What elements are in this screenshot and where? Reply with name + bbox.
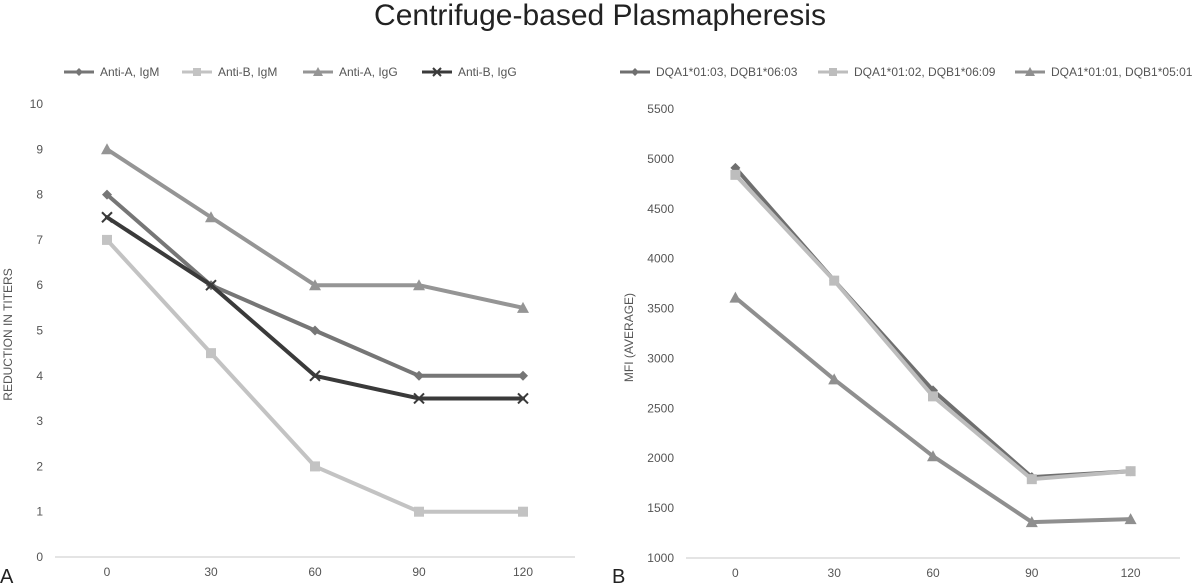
- x-tick-label: 30: [828, 566, 842, 580]
- legend-marker: [1025, 67, 1035, 76]
- x-tick-label: 90: [1025, 566, 1039, 580]
- legend-marker: [75, 68, 83, 76]
- y-tick-label: 5000: [647, 152, 674, 166]
- data-point: [309, 279, 321, 291]
- legend-marker: [193, 68, 201, 76]
- panel-label: A: [0, 566, 14, 585]
- legend-label: Anti-A, IgG: [339, 65, 398, 79]
- chart-a: 0 1 2 3 4 5 6 7 8 9 10 0 30 60 90 120 REDUCTION IN TITER…: [0, 65, 575, 585]
- series-line: [733, 165, 1133, 480]
- legend-marker: [631, 68, 639, 76]
- y-tick-label: 1000: [647, 551, 674, 565]
- legend-item: DQA1*01:03, DQB1*06:03: [620, 65, 798, 79]
- y-tick-label: 7: [36, 233, 43, 247]
- legend-item: Anti-A, IgM: [64, 65, 159, 79]
- data-point: [414, 506, 424, 517]
- data-point: [310, 325, 320, 336]
- legend-label: Anti-B, IgM: [218, 65, 277, 79]
- data-point: [101, 143, 113, 155]
- legend-marker: [432, 67, 442, 77]
- legend-label: DQA1*01:01, DQB1*05:01: [1051, 65, 1193, 79]
- series-1: [730, 162, 1136, 483]
- data-point: [205, 211, 217, 223]
- x-tick-label: 0: [732, 566, 739, 580]
- panel-label: B: [612, 566, 625, 585]
- series-3: [101, 143, 529, 313]
- data-point: [829, 275, 840, 286]
- chart-b: 1000 1500 2000 2500 3000 3500 4000 4500 5000 5500…: [612, 65, 1193, 585]
- y-tick-label: 1: [36, 505, 43, 519]
- legend-item: Anti-B, IgG: [422, 65, 517, 79]
- series-line: [733, 295, 1133, 525]
- legend-label: DQA1*01:03, DQB1*06:03: [656, 65, 798, 79]
- x-tick-label: 90: [412, 565, 426, 579]
- chart-title: Centrifuge-based Plasmapheresis: [374, 0, 826, 32]
- legend-marker: [313, 67, 323, 76]
- x-tick-label: 0: [104, 565, 111, 579]
- x-tick-label: 120: [1121, 566, 1141, 580]
- x-tick-label: 60: [308, 565, 322, 579]
- y-tick-label: 4: [36, 369, 43, 383]
- series-2: [730, 169, 1136, 485]
- data-point: [413, 392, 425, 405]
- data-point: [517, 301, 529, 313]
- legend-item: DQA1*01:01, DQB1*05:01: [1015, 65, 1193, 79]
- data-point: [927, 450, 939, 462]
- y-tick-label: 3000: [647, 351, 674, 365]
- y-axis-label: MFI (AVERAGE): [622, 293, 636, 382]
- data-point: [102, 234, 112, 245]
- data-point: [1124, 513, 1137, 525]
- y-tick-label: 2000: [647, 451, 674, 465]
- series-line: [733, 172, 1133, 482]
- y-tick-label: 0: [36, 550, 43, 564]
- y-tick-label: 5500: [647, 102, 674, 116]
- x-tick-label: 60: [926, 566, 940, 580]
- data-point: [309, 370, 321, 382]
- series-3: [729, 291, 1137, 528]
- y-tick-label: 1500: [647, 501, 674, 515]
- data-point: [102, 189, 112, 200]
- x-tick-label: 30: [204, 565, 218, 579]
- data-point: [414, 370, 424, 381]
- data-point: [518, 370, 528, 381]
- data-point: [1025, 516, 1038, 528]
- data-point: [413, 279, 425, 291]
- data-point: [729, 291, 742, 303]
- data-point: [518, 506, 528, 517]
- y-tick-label: 2500: [647, 401, 674, 415]
- x-tick-label: 120: [513, 565, 533, 579]
- y-tick-label: 6: [36, 278, 43, 292]
- y-tick-label: 5: [36, 324, 43, 338]
- legend-marker: [829, 68, 837, 76]
- legend-label: Anti-A, IgM: [100, 65, 159, 79]
- data-point: [205, 279, 217, 291]
- data-point: [517, 392, 529, 405]
- y-tick-label: 4000: [647, 252, 674, 266]
- y-tick-label: 9: [36, 142, 43, 156]
- data-point: [928, 391, 938, 402]
- legend-label: DQA1*01:02, DQB1*06:09: [854, 65, 996, 79]
- data-point: [828, 373, 841, 385]
- data-point: [730, 169, 741, 180]
- data-point: [1125, 466, 1136, 477]
- y-axis-label: REDUCTION IN TITERS: [1, 268, 15, 400]
- legend-item: Anti-A, IgG: [303, 65, 398, 79]
- data-point: [1026, 474, 1037, 485]
- legend-item: Anti-B, IgM: [182, 65, 277, 79]
- data-point: [206, 348, 216, 359]
- y-tick-label: 3500: [647, 302, 674, 316]
- legend-item: DQA1*01:02, DQB1*06:09: [818, 65, 996, 79]
- legend-label: Anti-B, IgG: [458, 65, 517, 79]
- data-point: [310, 461, 320, 472]
- y-tick-label: 8: [36, 188, 43, 202]
- y-tick-label: 4500: [647, 202, 674, 216]
- data-point: [101, 211, 113, 223]
- series-2: [102, 234, 528, 517]
- y-tick-label: 10: [30, 97, 44, 111]
- y-tick-label: 2: [36, 459, 43, 473]
- series-4: [101, 211, 529, 405]
- y-tick-label: 3: [36, 414, 43, 428]
